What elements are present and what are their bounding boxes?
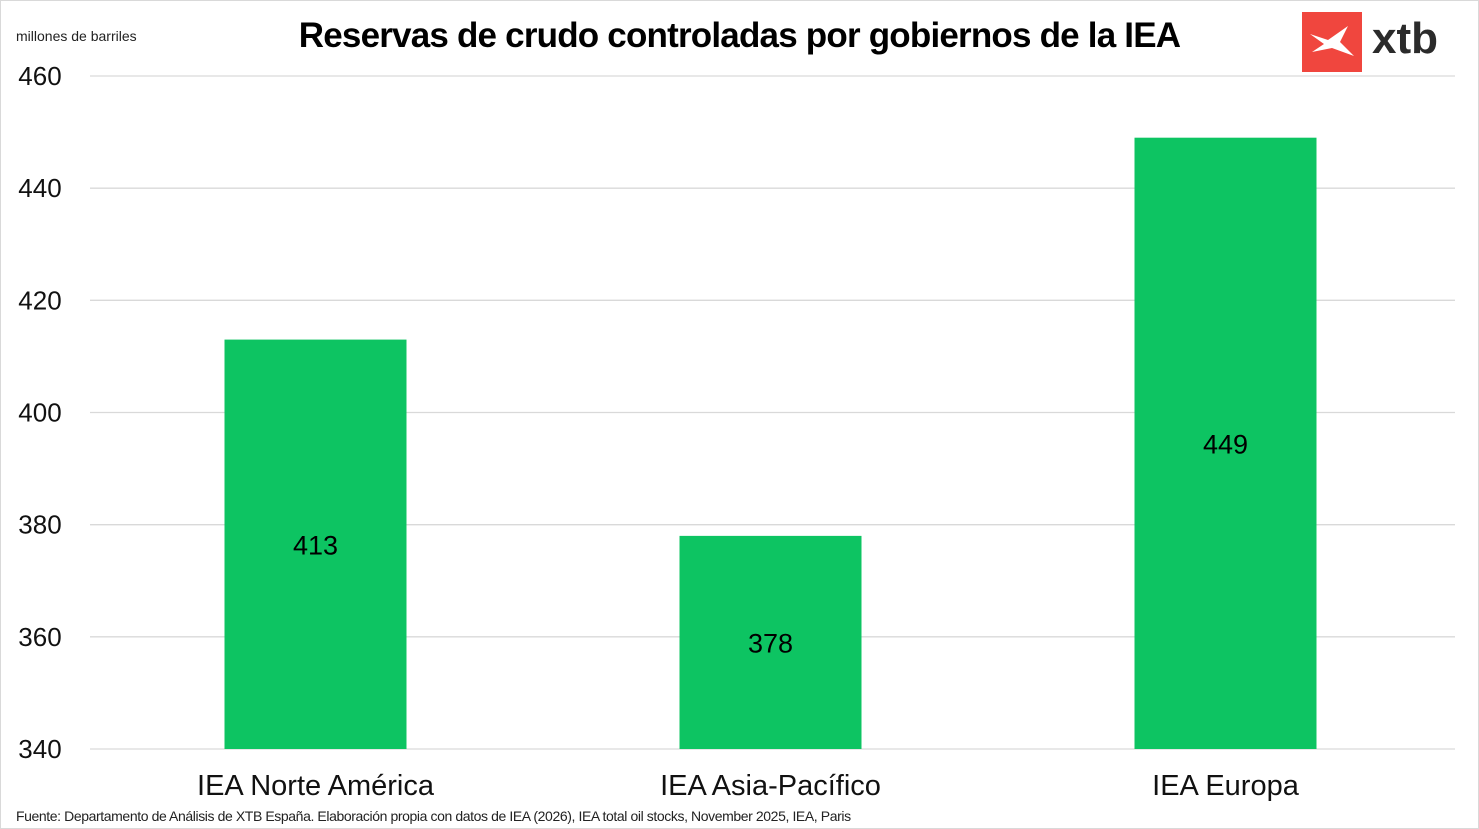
xtb-cross-icon: [1302, 12, 1362, 72]
y-tick-label: 420: [18, 285, 61, 315]
xtb-logo: xtb: [1302, 12, 1452, 74]
y-tick-label: 440: [18, 173, 61, 203]
chart-title: Reservas de crudo controladas por gobier…: [298, 16, 1181, 55]
y-tick-label: 400: [18, 398, 61, 428]
data-label: 449: [1203, 429, 1248, 459]
y-tick-label: 340: [18, 734, 61, 764]
x-tick-label: IEA Europa: [1152, 770, 1300, 802]
bar: [679, 535, 862, 749]
data-label: 378: [748, 628, 793, 658]
bar: [224, 339, 407, 749]
data-label: 413: [293, 530, 338, 560]
y-tick-label: 360: [18, 622, 61, 652]
source-note: Fuente: Departamento de Análisis de XTB …: [16, 808, 851, 824]
xtb-logo-text: xtb: [1372, 14, 1438, 63]
bar: [1134, 137, 1317, 750]
y-tick-label: 460: [18, 61, 61, 91]
y-tick-label: 380: [18, 510, 61, 540]
x-tick-label: IEA Asia-Pacífico: [660, 770, 881, 802]
x-tick-label: IEA Norte América: [197, 770, 435, 802]
y-axis-unit-label: millones de barriles: [16, 28, 137, 44]
